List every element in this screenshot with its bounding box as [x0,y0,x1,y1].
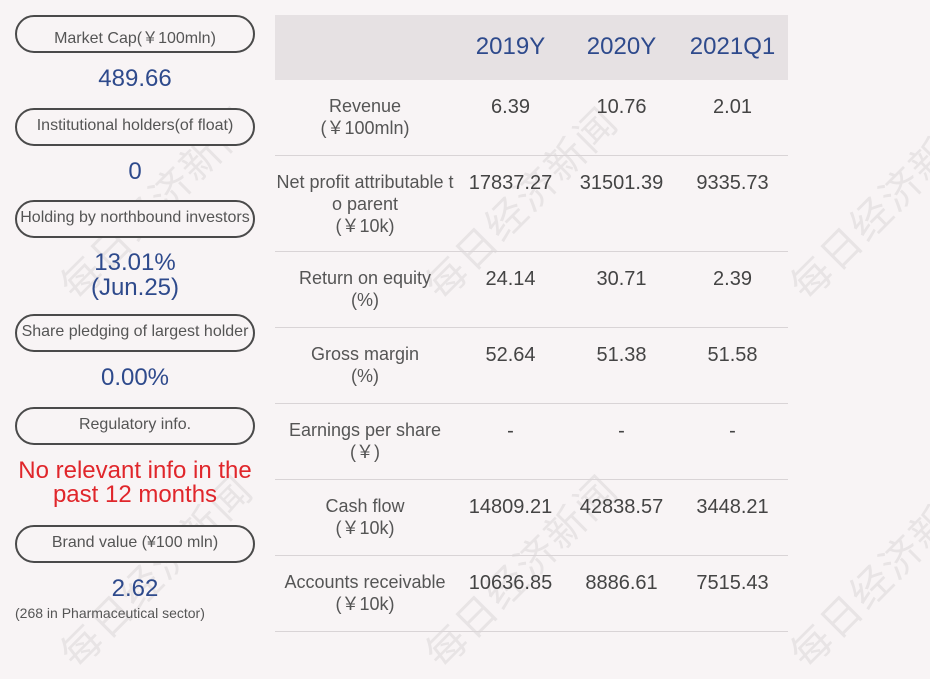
cell-2020y: 30.71 [596,268,647,290]
row-label-unit: (%) [351,290,379,310]
row-label-line: o parent [331,194,399,214]
cell-2019y: - [507,420,514,442]
share-pledging-value: 0.00% [100,364,170,391]
northbound-label-text: Holding by northbound investors [20,209,250,226]
cell-2020y: 42838.57 [579,496,664,518]
table-row-revenue: Revenue (￥100mln) 6.39 10.76 2.01 [275,80,788,156]
row-label: Earnings per share (￥) [275,419,455,463]
header-2021q1: 2021Q1 [689,33,776,60]
row-label-line: Revenue [328,96,402,116]
row-label-line: Gross margin [310,344,420,364]
header-2019y: 2019Y [475,33,546,60]
row-label-line: Return on equity [298,268,432,288]
table-row-roe: Return on equity (%) 24.14 30.71 2.39 [275,252,788,328]
row-label: Accounts receivable (￥10k) [275,571,455,615]
cell-2019y: 24.14 [485,268,536,290]
row-label-line: Earnings per share [288,420,442,440]
cell-2019y: 14809.21 [468,496,553,518]
row-label-line: Cash flow [325,496,405,516]
summary-panel: Market Cap(￥100mln) 489.66 Institutional… [15,15,255,621]
market-cap-value: 489.66 [98,65,172,92]
row-label-unit: (￥100mln) [320,118,410,138]
brand-value-label: Brand value (¥100 mln) [15,525,255,563]
row-label-unit: (￥) [350,442,380,462]
cell-2021q1: 9335.73 [696,172,769,194]
table-row-eps: Earnings per share (￥) - - - [275,404,788,480]
market-cap-label: Market Cap(￥100mln) [15,15,255,53]
cell-2019y: 10636.85 [468,572,553,594]
row-label-unit: (￥10k) [335,216,395,236]
northbound-date: (Jun.25) [90,274,180,301]
cell-2021q1: 7515.43 [696,572,769,594]
cell-2019y: 52.64 [485,344,536,366]
northbound-value: 13.01% (Jun.25) [15,250,255,300]
cell-2020y: 51.38 [596,344,647,366]
row-label-unit: (%) [351,366,379,386]
watermark: 每日经济新闻 [782,98,930,310]
northbound-label: Holding by northbound investors [15,200,255,238]
financial-table: 2019Y 2020Y 2021Q1 Revenue (￥100mln) 6.3… [275,15,788,632]
brand-value-note: (268 in Pharmaceutical sector) [15,605,205,621]
table-row-net-profit: Net profit attributable t o parent (￥10k… [275,156,788,252]
row-label-line: Net profit attributable t [276,172,454,192]
regulatory-info-value: No relevant info in the past 12 months [15,459,255,525]
watermark: 每日经济新闻 [782,466,930,678]
share-pledging-label-text: Share pledging of largest holder [21,323,249,340]
row-label-line: Accounts receivable [284,572,446,592]
northbound-percent: 13.01% [94,249,176,276]
table-row-gross-margin: Gross margin (%) 52.64 51.38 51.58 [275,328,788,404]
brand-value: 2.62 [111,575,159,602]
cell-2020y: - [618,420,625,442]
row-label-unit: (￥10k) [335,518,395,538]
regulatory-line-2: past 12 months [52,481,218,508]
market-cap-label-text: Market Cap(￥100mln) [54,30,216,47]
cell-2021q1: 2.01 [713,96,752,118]
cell-2020y: 10.76 [596,96,647,118]
table-row-accounts-receivable: Accounts receivable (￥10k) 10636.85 8886… [275,556,788,632]
row-label-unit: (￥10k) [335,594,395,614]
row-label: Net profit attributable t o parent (￥10k… [275,171,455,237]
regulatory-info-label: Regulatory info. [15,407,255,445]
row-label: Revenue (￥100mln) [275,95,455,139]
institutional-holders-label: Institutional holders(of float) [15,108,255,146]
cell-2021q1: - [729,420,736,442]
table-row-cash-flow: Cash flow (￥10k) 14809.21 42838.57 3448.… [275,480,788,556]
cell-2020y: 8886.61 [585,572,658,594]
institutional-holders-value: 0 [128,158,142,185]
cell-2021q1: 2.39 [713,268,752,290]
regulatory-info-label-text: Regulatory info. [78,416,192,433]
cell-2020y: 31501.39 [579,172,664,194]
row-label: Gross margin (%) [275,343,455,387]
cell-2021q1: 51.58 [707,344,758,366]
brand-value-label-text: Brand value (¥100 mln) [51,534,219,551]
table-header: 2019Y 2020Y 2021Q1 [275,15,788,80]
cell-2019y: 17837.27 [468,172,553,194]
cell-2021q1: 3448.21 [696,496,769,518]
row-label: Cash flow (￥10k) [275,495,455,539]
row-label: Return on equity (%) [275,267,455,311]
share-pledging-label: Share pledging of largest holder [15,314,255,352]
cell-2019y: 6.39 [491,96,530,118]
header-2020y: 2020Y [586,33,657,60]
institutional-holders-label-text: Institutional holders(of float) [36,117,234,134]
regulatory-line-1: No relevant info in the [18,457,252,484]
